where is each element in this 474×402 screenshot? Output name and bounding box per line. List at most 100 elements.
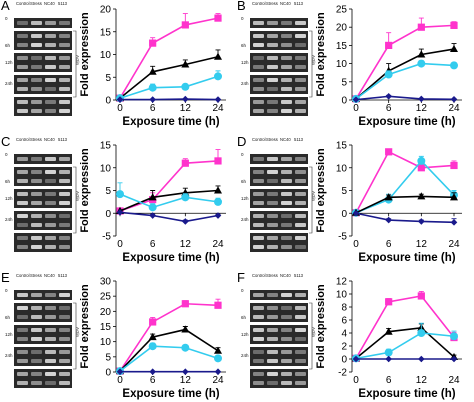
gel-column-label: 5113 bbox=[294, 1, 303, 6]
gel-band bbox=[59, 56, 70, 60]
data-point-square bbox=[450, 22, 457, 29]
gel-image bbox=[14, 9, 72, 121]
y-tick-label: 10 bbox=[336, 163, 348, 174]
gel-band bbox=[45, 65, 56, 69]
gel-band bbox=[253, 56, 264, 60]
y-tick-label: 0 bbox=[105, 368, 111, 379]
y-tick-label: 15 bbox=[336, 41, 348, 52]
gel-band bbox=[59, 350, 70, 354]
gel-image bbox=[250, 281, 308, 393]
y-tick-label: 5 bbox=[105, 186, 111, 197]
y-tick-label: 5 bbox=[105, 352, 111, 363]
gel-band bbox=[281, 34, 292, 38]
data-point-circle bbox=[149, 342, 157, 350]
gel-band bbox=[45, 179, 56, 183]
gel-band bbox=[59, 315, 70, 319]
gel-band bbox=[45, 236, 56, 240]
data-point-diamond bbox=[182, 368, 189, 375]
x-tick-label: 6 bbox=[150, 239, 156, 250]
gel-band bbox=[295, 87, 306, 91]
gel-band bbox=[31, 192, 42, 196]
data-point-circle bbox=[214, 198, 222, 206]
gel-band bbox=[17, 293, 28, 297]
gel-band bbox=[267, 56, 278, 60]
x-tick-label: 24 bbox=[212, 103, 224, 114]
gel-band bbox=[295, 293, 306, 297]
gel-band bbox=[59, 100, 70, 104]
gel-band bbox=[295, 381, 306, 385]
y-tick-label: 2 bbox=[341, 342, 347, 353]
gel-band bbox=[45, 293, 56, 297]
gel-band bbox=[295, 328, 306, 332]
gel-band bbox=[45, 381, 56, 385]
gel-band bbox=[45, 56, 56, 60]
gel-band bbox=[59, 328, 70, 332]
gel-band bbox=[31, 78, 42, 82]
x-tick-label: 24 bbox=[448, 375, 460, 386]
gel-row-label: 24h bbox=[5, 217, 13, 222]
gel-band bbox=[253, 245, 264, 249]
y-tick-label: -5 bbox=[338, 232, 347, 243]
gel-band bbox=[281, 315, 292, 319]
gel-band bbox=[253, 306, 264, 310]
gel-band bbox=[31, 65, 42, 69]
x-tick-label: 12 bbox=[416, 375, 428, 386]
gel-band bbox=[17, 315, 28, 319]
gel-band bbox=[295, 245, 306, 249]
gel-band bbox=[31, 109, 42, 113]
data-point-circle bbox=[181, 344, 189, 352]
series-line-magenta bbox=[356, 152, 454, 213]
gel-band bbox=[31, 214, 42, 218]
data-point-circle bbox=[149, 203, 157, 211]
gel-bands bbox=[250, 9, 308, 121]
gel-band bbox=[281, 170, 292, 174]
gel-bands bbox=[14, 9, 72, 121]
data-point-circle bbox=[116, 190, 124, 198]
gel-row-label: 12h bbox=[241, 332, 249, 337]
gel-band bbox=[253, 65, 264, 69]
y-tick-label: 10 bbox=[100, 163, 112, 174]
gel-band bbox=[295, 372, 306, 376]
gel-column-label: Control bbox=[252, 1, 266, 6]
gel-band bbox=[45, 87, 56, 91]
data-point-diamond bbox=[149, 368, 156, 375]
gel-column-label: Stress bbox=[30, 273, 42, 278]
x-tick-label: 24 bbox=[448, 239, 460, 250]
gel-band bbox=[17, 157, 28, 161]
series-line-magenta bbox=[356, 296, 454, 358]
data-point-square bbox=[182, 300, 189, 307]
gel-band bbox=[253, 21, 264, 25]
gel-band bbox=[17, 21, 28, 25]
gel-band bbox=[253, 214, 264, 218]
series-line-navy bbox=[356, 213, 454, 222]
gel-band bbox=[295, 359, 306, 363]
panel-letter: C bbox=[1, 134, 10, 149]
data-point-diamond bbox=[215, 368, 222, 375]
data-point-diamond bbox=[182, 96, 189, 103]
data-point-circle bbox=[450, 332, 458, 340]
gel-band bbox=[267, 245, 278, 249]
x-tick-label: 6 bbox=[150, 103, 156, 114]
data-point-circle bbox=[181, 193, 189, 201]
data-point-circle bbox=[417, 60, 425, 68]
gel-band bbox=[45, 306, 56, 310]
gel-band bbox=[31, 157, 42, 161]
gel-band bbox=[17, 43, 28, 47]
x-tick-label: 0 bbox=[353, 239, 359, 250]
gel-band bbox=[59, 381, 70, 385]
data-point-diamond bbox=[385, 93, 392, 100]
data-point-diamond bbox=[418, 356, 425, 363]
gel-row-label: 0 bbox=[5, 288, 8, 293]
series-line-magenta bbox=[120, 161, 218, 211]
data-point-square bbox=[149, 318, 156, 325]
gel-band bbox=[31, 43, 42, 47]
gel-band bbox=[17, 328, 28, 332]
gel-band bbox=[281, 179, 292, 183]
gel-band bbox=[45, 100, 56, 104]
y-tick-label: 0 bbox=[341, 209, 347, 220]
data-point-triangle bbox=[214, 53, 222, 60]
gel-band bbox=[45, 157, 56, 161]
gel-band bbox=[281, 157, 292, 161]
